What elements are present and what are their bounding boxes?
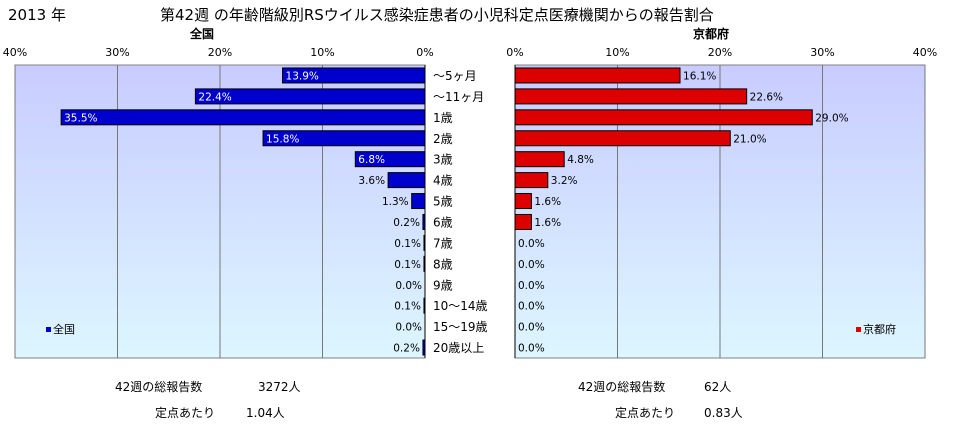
- kyoto-bar: [514, 109, 813, 126]
- national-bar: [423, 234, 426, 251]
- national-bar: [60, 109, 426, 126]
- kyoto-panel-title: 京都府: [693, 27, 730, 41]
- kyoto-bar: [514, 213, 532, 230]
- national-legend-label: 全国: [53, 322, 75, 336]
- national-value-label: 0.0%: [395, 280, 422, 292]
- kyoto-value-label: 1.6%: [534, 196, 561, 208]
- kyoto-value-label: 0.0%: [518, 322, 545, 334]
- category-label: 6歳: [433, 215, 453, 229]
- kyoto-x-tick-label: 10%: [605, 46, 629, 59]
- national-value-label: 0.0%: [395, 322, 422, 334]
- national-value-label: 0.2%: [393, 217, 420, 229]
- kyoto-bar: [514, 67, 681, 84]
- national-bar: [354, 151, 426, 168]
- kyoto-bar: [514, 172, 549, 189]
- category-label: 4歳: [433, 174, 453, 188]
- category-label: 10～14歳: [433, 299, 488, 313]
- kyoto-x-tick-label: 40%: [913, 46, 937, 59]
- kyoto-per-site-value: 0.83人: [704, 406, 743, 420]
- national-value-label: 0.1%: [394, 301, 421, 313]
- kyoto-total-label: 42週の総報告数: [578, 380, 666, 394]
- category-label: 2歳: [433, 132, 453, 146]
- national-x-tick-label: 0%: [416, 46, 433, 59]
- kyoto-total-value: 62人: [704, 380, 732, 394]
- national-x-tick-label: 10%: [310, 46, 334, 59]
- national-legend-swatch: [46, 327, 51, 332]
- category-label: 8歳: [433, 257, 453, 271]
- national-value-label: 1.3%: [382, 196, 409, 208]
- kyoto-value-label: 29.0%: [815, 112, 848, 124]
- category-label: 1歳: [433, 111, 453, 125]
- national-panel-title: 全国: [190, 27, 215, 41]
- category-label: 20歳以上: [433, 341, 484, 355]
- kyoto-value-label: 0.0%: [518, 301, 545, 313]
- national-value-label: 35.5%: [64, 112, 97, 124]
- national-value-label: 22.4%: [198, 91, 231, 103]
- kyoto-x-tick-label: 20%: [708, 46, 732, 59]
- kyoto-bar: [514, 151, 565, 168]
- national-bar: [282, 67, 426, 84]
- category-label: 7歳: [433, 236, 453, 250]
- category-label: ～5ヶ月: [433, 69, 477, 83]
- kyoto-value-label: 3.2%: [551, 175, 578, 187]
- national-bar: [423, 297, 426, 314]
- kyoto-value-label: 0.0%: [518, 259, 545, 271]
- category-label: 5歳: [433, 195, 453, 209]
- national-bar: [262, 130, 426, 147]
- kyoto-value-label: 22.6%: [750, 91, 783, 103]
- kyoto-value-label: 0.0%: [518, 280, 545, 292]
- kyoto-bar: [514, 88, 748, 105]
- national-value-label: 13.9%: [286, 70, 319, 82]
- kyoto-value-label: 16.1%: [683, 70, 716, 82]
- national-total-value: 3272人: [258, 380, 301, 394]
- kyoto-x-tick-label: 30%: [810, 46, 834, 59]
- year-label: 2013 年: [8, 6, 66, 24]
- category-label: 3歳: [433, 153, 453, 167]
- category-label: 15～19歳: [433, 320, 488, 334]
- category-label: 9歳: [433, 278, 453, 292]
- national-per-site-label: 定点あたり: [155, 406, 216, 420]
- national-value-label: 0.1%: [394, 238, 421, 250]
- national-x-tick-label: 30%: [105, 46, 129, 59]
- national-x-tick-label: 20%: [208, 46, 232, 59]
- kyoto-x-tick-label: 0%: [506, 46, 523, 59]
- national-value-label: 0.1%: [394, 259, 421, 271]
- kyoto-value-label: 1.6%: [534, 217, 561, 229]
- chart-title: 第42週 の年齢階級別RSウイルス感染症患者の小児科定点医療機関からの報告割合: [160, 6, 714, 24]
- kyoto-legend-label: 京都府: [863, 322, 896, 336]
- national-bar: [194, 88, 426, 105]
- kyoto-per-site-label: 定点あたり: [615, 406, 676, 420]
- national-value-label: 3.6%: [358, 175, 385, 187]
- kyoto-bar: [514, 193, 532, 210]
- national-bar: [423, 255, 426, 272]
- category-label: ～11ヶ月: [433, 90, 484, 104]
- national-total-label: 42週の総報告数: [115, 380, 203, 394]
- national-value-label: 6.8%: [358, 154, 385, 166]
- national-per-site-value: 1.04人: [246, 406, 285, 420]
- national-bar: [422, 339, 426, 356]
- kyoto-bar: [514, 130, 731, 147]
- kyoto-value-label: 0.0%: [518, 238, 545, 250]
- national-value-label: 15.8%: [266, 133, 299, 145]
- national-bar: [411, 193, 426, 210]
- national-value-label: 0.2%: [393, 343, 420, 355]
- national-x-tick-label: 40%: [3, 46, 27, 59]
- kyoto-legend-swatch: [856, 327, 861, 332]
- kyoto-value-label: 21.0%: [733, 133, 766, 145]
- national-bar: [387, 172, 426, 189]
- kyoto-value-label: 4.8%: [567, 154, 594, 166]
- kyoto-value-label: 0.0%: [518, 343, 545, 355]
- national-bar: [422, 213, 426, 230]
